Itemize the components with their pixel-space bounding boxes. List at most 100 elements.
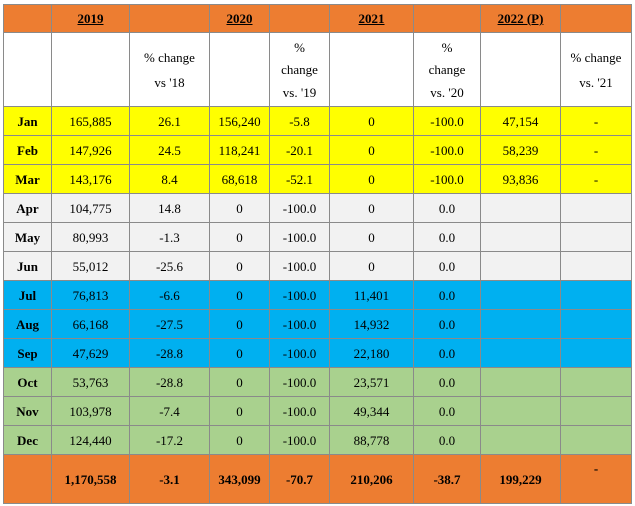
change-2020: -100.0	[269, 251, 330, 281]
value-2019: 103,978	[51, 396, 130, 426]
value-2019: 47,629	[51, 338, 130, 368]
year-header-filler	[413, 4, 481, 33]
value-2019: 165,885	[51, 106, 130, 136]
change-2019: 24.5	[129, 135, 210, 165]
month-cell: Jul	[3, 280, 52, 310]
value-2021: 0	[329, 106, 414, 136]
value-2021: 0	[329, 193, 414, 223]
total-2020: 343,099	[209, 454, 270, 504]
value-2022	[480, 425, 561, 455]
value-2020: 0	[209, 193, 270, 223]
change-2019: 14.8	[129, 193, 210, 223]
subheader-row: % change vs '18 % change vs. '19 % chang…	[3, 32, 632, 107]
change-2022: -	[560, 135, 632, 165]
change-2021: 0.0	[413, 338, 481, 368]
subheader-blank	[209, 32, 270, 107]
value-2022	[480, 396, 561, 426]
value-2020: 0	[209, 251, 270, 281]
month-cell: Oct	[3, 367, 52, 397]
change-2019: -17.2	[129, 425, 210, 455]
month-cell: Feb	[3, 135, 52, 165]
change-2021: 0.0	[413, 280, 481, 310]
value-2020: 68,618	[209, 164, 270, 194]
value-2020: 118,241	[209, 135, 270, 165]
change-2022	[560, 396, 632, 426]
change-2022	[560, 309, 632, 339]
change-2020: -100.0	[269, 367, 330, 397]
change-2022	[560, 425, 632, 455]
change-2021: 0.0	[413, 193, 481, 223]
change-2019: -7.4	[129, 396, 210, 426]
corner-cell	[3, 4, 52, 33]
year-header-2020: 2020	[209, 4, 270, 33]
visitor-arrivals-table: 2019 2020 2021 2022 (P) % change vs '18 …	[3, 4, 632, 504]
month-cell: Sep	[3, 338, 52, 368]
monthly-data-body: Jan 165,885 26.1 156,240 -5.8 0 -100.0 47,154- F…	[3, 106, 632, 455]
change-2020: -20.1	[269, 135, 330, 165]
change-2022	[560, 222, 632, 252]
total-change-2019: -3.1	[129, 454, 210, 504]
value-2021: 14,932	[329, 309, 414, 339]
change-2022	[560, 251, 632, 281]
change-2019: -27.5	[129, 309, 210, 339]
change-2022: -	[560, 106, 632, 136]
value-2019: 55,012	[51, 251, 130, 281]
change-2021: 0.0	[413, 367, 481, 397]
change-2022	[560, 338, 632, 368]
year-header-row: 2019 2020 2021 2022 (P)	[3, 4, 632, 33]
subheader-blank	[51, 32, 130, 107]
change-2020: -100.0	[269, 425, 330, 455]
value-2019: 143,176	[51, 164, 130, 194]
change-2020: -100.0	[269, 193, 330, 223]
value-2021: 88,778	[329, 425, 414, 455]
total-label	[3, 454, 52, 504]
change-2021: 0.0	[413, 425, 481, 455]
value-2021: 11,401	[329, 280, 414, 310]
year-header-2021: 2021	[329, 4, 414, 33]
month-cell: Apr	[3, 193, 52, 223]
change-2019: 8.4	[129, 164, 210, 194]
change-2020: -100.0	[269, 222, 330, 252]
value-2019: 66,168	[51, 309, 130, 339]
value-2021: 0	[329, 164, 414, 194]
change-2021: -100.0	[413, 106, 481, 136]
subheader-change-2019: % change vs '18	[129, 32, 210, 107]
change-2022: -	[560, 164, 632, 194]
change-2020: -100.0	[269, 396, 330, 426]
table-row-aug: Aug 66,168 -27.5 0 -100.0 14,932 0.0	[3, 309, 632, 339]
value-2019: 104,775	[51, 193, 130, 223]
value-2021: 22,180	[329, 338, 414, 368]
month-cell: Dec	[3, 425, 52, 455]
change-2021: 0.0	[413, 309, 481, 339]
value-2019: 80,993	[51, 222, 130, 252]
change-2019: -6.6	[129, 280, 210, 310]
value-2021: 0	[329, 135, 414, 165]
value-2019: 53,763	[51, 367, 130, 397]
year-header-filler	[560, 4, 632, 33]
value-2022: 58,239	[480, 135, 561, 165]
total-2021: 210,206	[329, 454, 414, 504]
table-row-may: May 80,993 -1.3 0 -100.0 0 0.0	[3, 222, 632, 252]
change-2022	[560, 280, 632, 310]
table-row-feb: Feb 147,926 24.5 118,241 -20.1 0 -100.0 58,239-	[3, 135, 632, 165]
change-2019: -1.3	[129, 222, 210, 252]
year-header-2022: 2022 (P)	[480, 4, 561, 33]
value-2021: 23,571	[329, 367, 414, 397]
total-change-2020: -70.7	[269, 454, 330, 504]
value-2020: 0	[209, 280, 270, 310]
subheader-blank	[329, 32, 414, 107]
change-2020: -100.0	[269, 338, 330, 368]
table-row-jan: Jan 165,885 26.1 156,240 -5.8 0 -100.0 47,154-	[3, 106, 632, 136]
month-cell: May	[3, 222, 52, 252]
value-2020: 0	[209, 222, 270, 252]
change-2019: -25.6	[129, 251, 210, 281]
table-row-apr: Apr 104,775 14.8 0 -100.0 0 0.0	[3, 193, 632, 223]
table-row-sep: Sep 47,629 -28.8 0 -100.0 22,180 0.0	[3, 338, 632, 368]
subheader-change-2022: % change vs. '21	[560, 32, 632, 107]
value-2019: 147,926	[51, 135, 130, 165]
value-2021: 49,344	[329, 396, 414, 426]
value-2022	[480, 280, 561, 310]
table-row-dec: Dec 124,440 -17.2 0 -100.0 88,778 0.0	[3, 425, 632, 455]
month-cell: Mar	[3, 164, 52, 194]
subheader-change-2020: % change vs. '19	[269, 32, 330, 107]
